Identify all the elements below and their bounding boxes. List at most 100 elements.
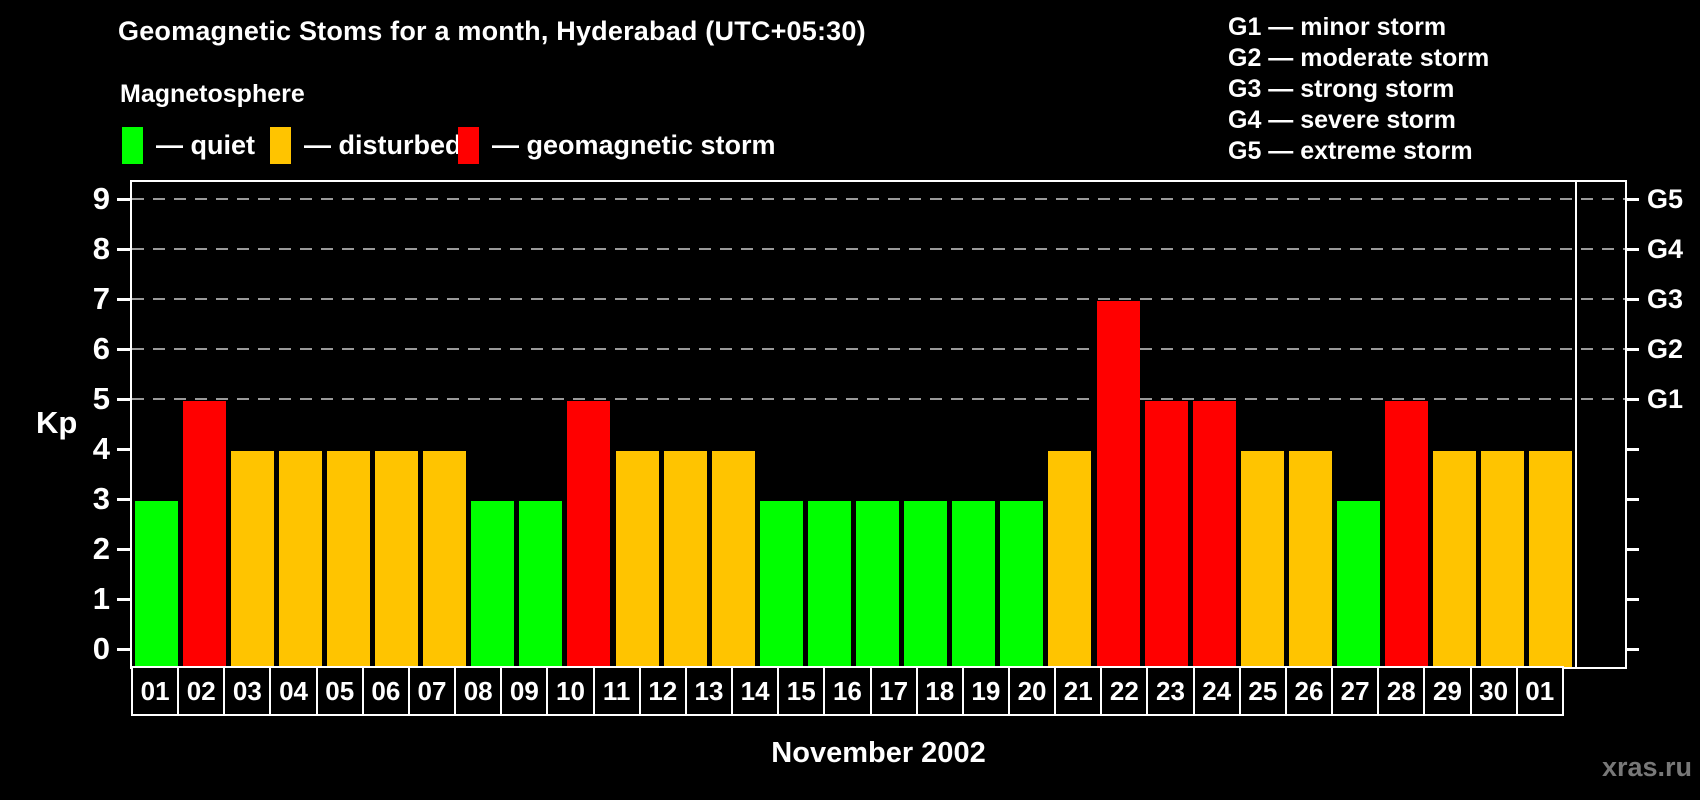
day-cell: 14 xyxy=(731,666,780,716)
right-tick-mark xyxy=(1625,548,1639,551)
day-cell: 26 xyxy=(1284,666,1334,716)
day-cell: 04 xyxy=(269,666,318,716)
right-axis-label-g3: G3 xyxy=(1647,284,1684,314)
kp-bar-day-29 xyxy=(1481,451,1525,667)
chart-title: Geomagnetic Stoms for a month, Hyderabad… xyxy=(118,16,866,46)
day-cell: 08 xyxy=(454,666,503,716)
kp-bar-day-01 xyxy=(134,501,178,667)
day-cell: 30 xyxy=(1469,666,1518,716)
legend-label: — disturbed xyxy=(304,130,462,160)
kp-bar-day-04 xyxy=(278,451,322,667)
day-cell: 28 xyxy=(1377,666,1426,716)
right-tick-mark xyxy=(1625,348,1639,351)
y-tick-label: 2 xyxy=(92,531,110,566)
right-axis-label-g5: G5 xyxy=(1647,184,1684,214)
y-tick-label: 7 xyxy=(92,281,110,316)
day-cell: 18 xyxy=(915,666,964,716)
day-cell: 27 xyxy=(1331,666,1380,716)
kp-bar-day-13 xyxy=(711,451,755,667)
right-axis-label-g4: G4 xyxy=(1647,234,1684,264)
kp-bar-day-03 xyxy=(230,451,274,667)
gridline-kp8 xyxy=(132,248,1625,250)
day-cell: 20 xyxy=(1007,666,1057,716)
right-tick-mark xyxy=(1625,198,1639,201)
kp-bar-day-28 xyxy=(1433,451,1477,667)
gridline-kp5 xyxy=(132,398,1625,400)
right-tick-mark xyxy=(1625,648,1639,651)
kp-bar-day-18 xyxy=(952,501,996,667)
y-tick-mark xyxy=(117,298,130,301)
storm-swatch-icon xyxy=(458,127,479,164)
legend-item-disturbed: — disturbed xyxy=(270,127,462,164)
y-tick-label: 9 xyxy=(92,181,110,216)
y-tick-mark xyxy=(117,598,130,601)
kp-bar-day-30 xyxy=(1529,451,1573,667)
magnetosphere-legend-heading: Magnetosphere xyxy=(120,80,305,108)
day-cell: 09 xyxy=(500,666,549,716)
right-axis-label-g1: G1 xyxy=(1647,384,1684,414)
day-cell: 24 xyxy=(1192,666,1241,716)
day-cell: 01 xyxy=(131,666,180,716)
y-tick-label: 4 xyxy=(92,431,110,466)
x-axis-day-row: 01 02 03 04 05 06 07 08 09 10 11 12 13 14 15 16 17 18 19 20… xyxy=(131,666,1564,716)
right-axis-label-g2: G2 xyxy=(1647,334,1684,364)
disturbed-swatch-icon xyxy=(270,127,291,164)
kp-bar-day-26 xyxy=(1337,501,1381,667)
g-legend-line-5: G5 — extreme storm xyxy=(1228,137,1473,165)
g-legend-line-2: G2 — moderate storm xyxy=(1228,44,1490,72)
day-cell: 19 xyxy=(961,666,1010,716)
day-cell: 13 xyxy=(684,666,734,716)
gridline-kp9 xyxy=(132,198,1625,200)
day-cell: 25 xyxy=(1238,666,1287,716)
right-tick-mark xyxy=(1625,598,1639,601)
day-cell: 11 xyxy=(592,666,641,716)
xras-watermark: xras.ru xyxy=(1601,752,1692,782)
legend-label: — geomagnetic storm xyxy=(492,130,776,160)
kp-bar-day-14 xyxy=(759,501,803,667)
day-cell: 05 xyxy=(315,666,364,716)
y-tick-mark xyxy=(117,248,130,251)
kp-bar-day-10 xyxy=(567,401,611,667)
kp-bar-day-20 xyxy=(1048,451,1092,667)
month-end-separator-line xyxy=(1575,182,1577,667)
day-cell: 16 xyxy=(823,666,872,716)
right-tick-mark xyxy=(1625,498,1639,501)
day-cell: 06 xyxy=(361,666,410,716)
legend-item-storm: — geomagnetic storm xyxy=(458,127,776,164)
right-tick-mark xyxy=(1625,398,1639,401)
day-cell: 10 xyxy=(546,666,595,716)
y-axis-label: Kp xyxy=(36,405,78,440)
day-cell: 22 xyxy=(1100,666,1149,716)
legend-item-quiet: — quiet xyxy=(122,127,255,164)
y-tick-mark xyxy=(117,198,130,201)
kp-bar-day-12 xyxy=(663,451,707,667)
y-tick-mark xyxy=(117,448,130,451)
day-cell: 23 xyxy=(1146,666,1195,716)
kp-bar-day-27 xyxy=(1385,401,1429,667)
y-tick-label: 5 xyxy=(92,381,110,416)
y-tick-label: 3 xyxy=(92,481,110,516)
kp-bar-day-02 xyxy=(182,401,226,667)
kp-bar-day-21 xyxy=(1096,301,1140,667)
kp-bar-day-09 xyxy=(519,501,563,667)
day-cell: 02 xyxy=(177,666,226,716)
kp-bar-day-22 xyxy=(1144,401,1188,667)
y-tick-label: 8 xyxy=(92,231,110,266)
day-cell: 17 xyxy=(869,666,918,716)
x-axis-month-label: November 2002 xyxy=(771,737,986,769)
gridline-kp6 xyxy=(132,348,1625,350)
kp-bar-day-17 xyxy=(904,501,948,667)
kp-bar-day-19 xyxy=(1000,501,1044,667)
kp-bar-day-16 xyxy=(856,501,900,667)
y-tick-mark xyxy=(117,548,130,551)
right-tick-mark xyxy=(1625,248,1639,251)
legend-label: — quiet xyxy=(156,130,255,160)
day-cell: 07 xyxy=(407,666,457,716)
kp-bar-day-07 xyxy=(423,451,467,667)
kp-bar-day-15 xyxy=(807,501,851,667)
g-legend-line-3: G3 — strong storm xyxy=(1228,75,1455,103)
kp-bar-day-25 xyxy=(1288,451,1332,667)
gridline-kp7 xyxy=(132,298,1625,300)
kp-bar-day-23 xyxy=(1192,401,1236,667)
